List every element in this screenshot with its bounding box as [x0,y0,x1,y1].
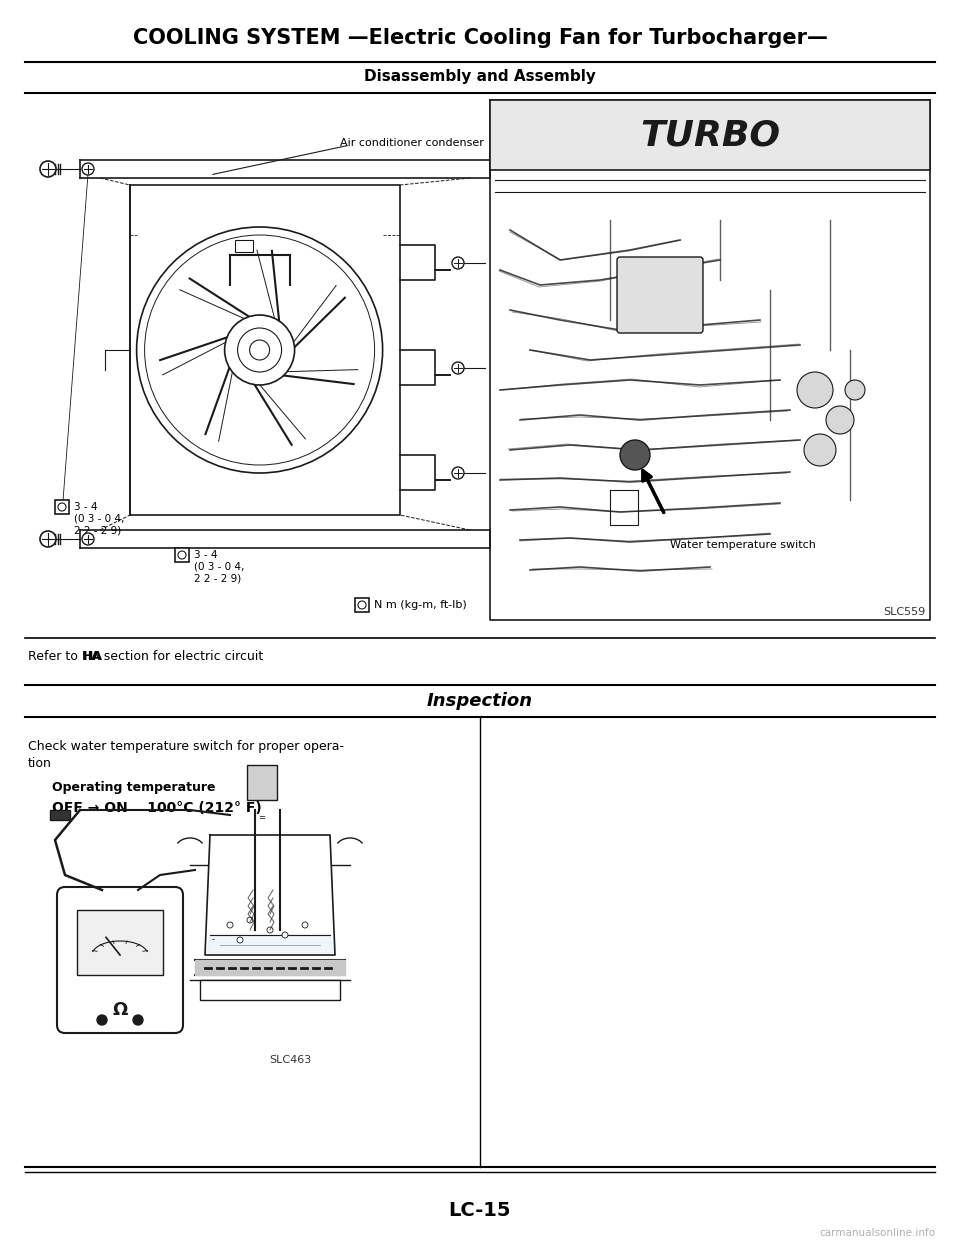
Bar [55,500,69,514]
Circle shape [238,328,281,372]
Circle shape [797,372,833,408]
Bar [77,911,163,975]
Polygon shape [205,835,335,955]
Polygon shape [195,960,345,975]
Text: SLC559: SLC559 [883,607,925,617]
Text: Disassembly and Assembly: Disassembly and Assembly [364,70,596,85]
Circle shape [82,163,94,175]
Circle shape [133,1015,143,1025]
Text: carmanualsonline.info: carmanualsonline.info [819,1228,935,1238]
Bar [50,810,70,820]
Text: 3 - 4
(0 3 - 0 4,
2 2 - 2 9): 3 - 4 (0 3 - 0 4, 2 2 - 2 9) [194,550,245,583]
Bar [355,598,369,612]
Text: Refer to HA section for electric circuit: Refer to HA section for electric circuit [28,651,263,663]
Circle shape [247,917,253,923]
Text: TURBO: TURBO [640,118,780,152]
Text: SLC463: SLC463 [269,1055,311,1065]
Circle shape [227,922,233,928]
Bar [200,980,340,1000]
Text: tion: tion [28,758,52,770]
Circle shape [136,226,383,473]
Circle shape [225,315,295,384]
Text: Air conditioner condenser: Air conditioner condenser [340,138,484,148]
FancyBboxPatch shape [617,258,703,333]
Polygon shape [207,935,333,953]
Text: LC-15: LC-15 [448,1200,512,1219]
Circle shape [97,1015,107,1025]
Circle shape [804,434,836,466]
FancyBboxPatch shape [57,887,183,1033]
Circle shape [82,532,94,545]
Circle shape [358,601,366,610]
Circle shape [620,440,650,470]
Text: Ω: Ω [112,1001,128,1019]
Circle shape [282,932,288,938]
Circle shape [452,362,464,374]
Text: OFF → ON    100°C (212° F): OFF → ON 100°C (212° F) [52,801,262,815]
Circle shape [302,922,308,928]
Text: Inspection: Inspection [427,692,533,710]
Text: Check water temperature switch for proper opera-: Check water temperature switch for prope… [28,740,344,753]
Circle shape [452,258,464,269]
Circle shape [237,937,243,943]
Text: N m (kg-m, ft-lb): N m (kg-m, ft-lb) [374,600,467,610]
Circle shape [40,160,56,177]
Circle shape [178,551,186,559]
Bar [234,240,252,253]
Circle shape [250,340,270,360]
Circle shape [58,503,66,511]
Bar [490,100,930,170]
Bar [247,765,277,800]
Text: 3 - 4
(0 3 - 0 4,
2 2 - 2 9): 3 - 4 (0 3 - 0 4, 2 2 - 2 9) [74,503,125,535]
Circle shape [40,531,56,547]
Text: Operating temperature: Operating temperature [52,781,215,794]
Text: COOLING SYSTEM —Electric Cooling Fan for Turbocharger—: COOLING SYSTEM —Electric Cooling Fan for… [132,29,828,49]
Text: -: - [211,935,214,944]
Circle shape [826,406,854,434]
Circle shape [267,927,273,933]
Circle shape [452,466,464,479]
Text: Water temperature switch: Water temperature switch [670,540,816,550]
Circle shape [845,379,865,401]
Text: =: = [258,814,266,822]
Bar [175,549,189,562]
Text: HA: HA [83,651,103,663]
